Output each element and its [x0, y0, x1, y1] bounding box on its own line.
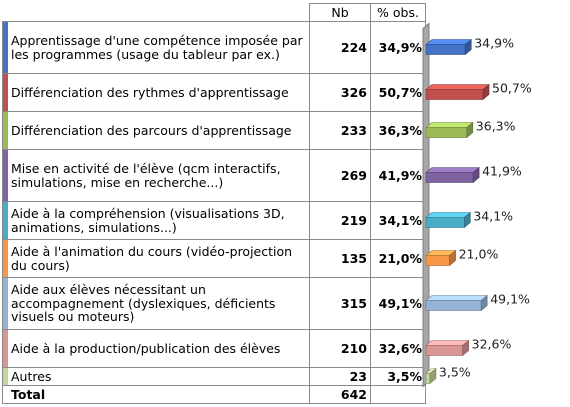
row-label: Mise en activité de l'élève (qcm interac… [11, 161, 281, 190]
row-label-cell: Différenciation des parcours d'apprentis… [2, 111, 310, 150]
bar [425, 89, 484, 100]
bar [425, 345, 463, 356]
row-pct: 41,9% [370, 149, 426, 202]
bar-side-face [464, 211, 471, 229]
row-label-cell: Aide à la compréhension (visualisations … [2, 201, 310, 240]
bar-top-face [425, 212, 472, 218]
bar [425, 44, 466, 55]
data-label: 3,5% [439, 365, 471, 380]
data-label: 34,9% [474, 36, 514, 51]
table-row: Différenciation des parcours d'apprentis… [2, 111, 426, 150]
bar-side-face [464, 38, 472, 56]
row-label: Différenciation des parcours d'apprentis… [11, 122, 292, 138]
row-color-marker [3, 202, 8, 239]
row-nb: 224 [309, 21, 371, 74]
axis-wall [422, 22, 430, 388]
row-pct: 50,7% [370, 73, 426, 112]
bar-side-face [449, 249, 456, 267]
row-label: Autres [11, 368, 52, 384]
table-row: Aide à l'animation du cours (vidéo-proje… [2, 239, 426, 278]
bar-top-face [425, 122, 474, 128]
row-pct: 34,9% [370, 21, 426, 74]
bar-side-face [466, 121, 474, 139]
bar-side-face [480, 294, 488, 312]
bar-side-face [482, 83, 490, 101]
table-body: Apprentissage d'une compétence imposée p… [2, 21, 426, 386]
bar-top-face [425, 167, 480, 173]
row-nb: 233 [309, 111, 371, 150]
row-nb: 23 [309, 367, 371, 386]
results-table: Nb % obs. Apprentissage d'une compétence… [2, 3, 426, 404]
row-label-cell: Aide aux élèves nécessitant un accompagn… [2, 277, 310, 330]
data-label: 50,7% [492, 81, 532, 96]
row-color-marker [3, 330, 8, 367]
row-pct: 32,6% [370, 329, 426, 368]
table-row: Autres 23 3,5% [2, 367, 426, 386]
total-label: Total [2, 385, 310, 404]
data-label: 36,3% [476, 119, 516, 134]
table-row: Aide aux élèves nécessitant un accompagn… [2, 277, 426, 330]
table-row: Mise en activité de l'élève (qcm interac… [2, 149, 426, 202]
row-label-cell: Aide à l'animation du cours (vidéo-proje… [2, 239, 310, 278]
total-pct-blank [370, 385, 426, 404]
data-label: 34,1% [473, 209, 513, 224]
bar [425, 300, 482, 311]
bar-side-face [462, 339, 469, 357]
data-label: 32,6% [472, 337, 512, 352]
bar [425, 255, 450, 266]
row-nb: 326 [309, 73, 371, 112]
row-label-cell: Mise en activité de l'élève (qcm interac… [2, 149, 310, 202]
bar [425, 127, 468, 138]
row-nb: 135 [309, 239, 371, 278]
total-row: Total 642 [2, 385, 426, 404]
row-pct: 36,3% [370, 111, 426, 150]
row-label: Apprentissage d'une compétence imposée p… [11, 33, 303, 62]
row-pct: 21,0% [370, 239, 426, 278]
row-color-marker [3, 74, 8, 111]
row-color-marker [3, 150, 8, 201]
bar [425, 373, 431, 384]
row-color-marker [3, 112, 8, 149]
bar-top-face [425, 340, 470, 346]
row-color-marker [3, 368, 8, 385]
row-nb: 315 [309, 277, 371, 330]
data-label: 41,9% [482, 164, 522, 179]
bar-top-face [425, 295, 489, 301]
bar-side-face [472, 166, 480, 184]
row-label: Aide à l'animation du cours (vidéo-proje… [11, 244, 293, 273]
row-color-marker [3, 278, 8, 329]
bar-top-face [425, 84, 490, 90]
row-color-marker [3, 22, 8, 73]
bar-side-face [429, 367, 437, 385]
data-label: 49,1% [490, 292, 530, 307]
bar [425, 172, 474, 183]
row-color-marker [3, 240, 8, 277]
bar [425, 217, 465, 228]
row-label: Aide aux élèves nécessitant un accompagn… [11, 282, 276, 325]
row-label: Aide à la production/publication des élè… [11, 340, 281, 356]
data-label: 21,0% [459, 247, 499, 262]
bar-top-face [425, 39, 473, 45]
row-label: Aide à la compréhension (visualisations … [11, 206, 285, 235]
row-label: Différenciation des rythmes d'apprentiss… [11, 84, 289, 100]
